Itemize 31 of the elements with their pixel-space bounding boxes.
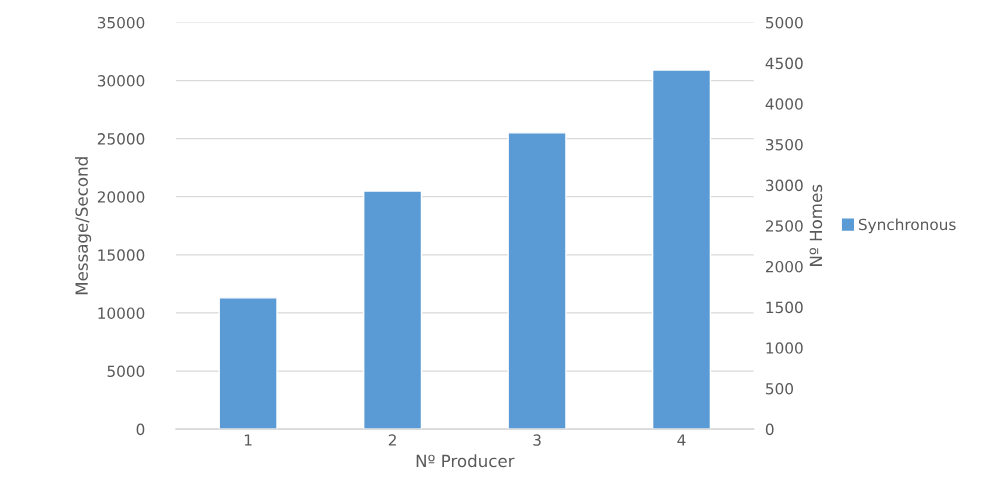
- y-tick-label: 30000: [97, 75, 145, 87]
- y-tick-label: 35000: [97, 16, 145, 29]
- y2-tick-label: 0: [765, 423, 774, 436]
- y-tick-label: 5000: [107, 365, 145, 378]
- x-axis-title: Nº Producer: [416, 454, 515, 468]
- y2-tick-label: 500: [766, 382, 794, 395]
- y-axis-title: Message/Second: [75, 157, 92, 295]
- bar: [651, 69, 712, 430]
- bar: [507, 132, 567, 430]
- y2-tick-label: 1500: [766, 301, 803, 314]
- x-tick-label: 1: [244, 434, 252, 446]
- y2-tick-label: 4500: [765, 57, 803, 70]
- y-tick-label: 15000: [98, 249, 145, 261]
- y-tick-label: 25000: [97, 133, 145, 145]
- x-tick-label: 3: [533, 434, 541, 446]
- y2-tick-label: 4000: [765, 98, 803, 110]
- y2-tick-label: 2500: [765, 220, 803, 232]
- x-tick-label: 4: [677, 434, 686, 446]
- y-tick-label: 20000: [97, 191, 145, 203]
- x-tick-label: 2: [388, 434, 396, 446]
- y-tick-label: 0: [136, 423, 145, 436]
- y2-tick-label: 1000: [766, 342, 803, 354]
- y-tick-label: 10000: [98, 307, 145, 319]
- y2-tick-label: 5000: [766, 16, 803, 29]
- bar: [362, 190, 423, 430]
- legend-label: Synchronous: [858, 218, 956, 234]
- y2-axis-title: Nº Homes: [809, 184, 823, 266]
- y2-tick-label: 2000: [765, 260, 803, 273]
- y2-tick-label: 3500: [766, 138, 803, 151]
- y2-tick-label: 3000: [766, 179, 803, 192]
- bar: [218, 297, 278, 430]
